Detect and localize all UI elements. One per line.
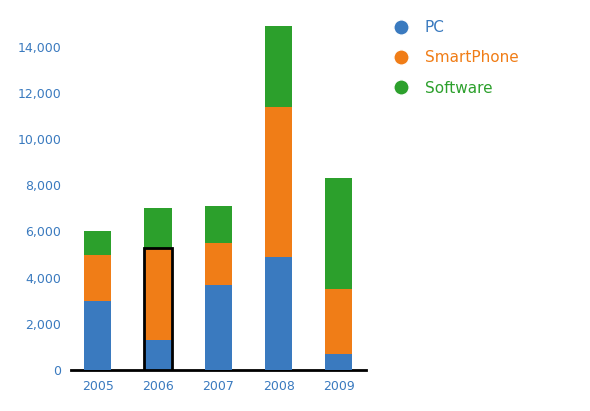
Bar xyxy=(84,301,112,370)
Bar xyxy=(84,231,112,254)
Legend: PC, SmartPhone, Software: PC, SmartPhone, Software xyxy=(385,20,519,95)
Bar xyxy=(145,248,172,340)
Bar xyxy=(265,107,292,257)
Bar xyxy=(325,178,352,289)
Bar xyxy=(205,284,232,370)
Bar xyxy=(205,206,232,243)
Bar xyxy=(325,289,352,354)
Bar xyxy=(205,243,232,284)
Bar xyxy=(265,26,292,107)
Bar xyxy=(84,254,112,301)
Bar xyxy=(325,354,352,370)
Bar xyxy=(145,208,172,248)
Bar xyxy=(145,340,172,370)
Bar xyxy=(265,257,292,370)
Bar xyxy=(145,248,172,370)
